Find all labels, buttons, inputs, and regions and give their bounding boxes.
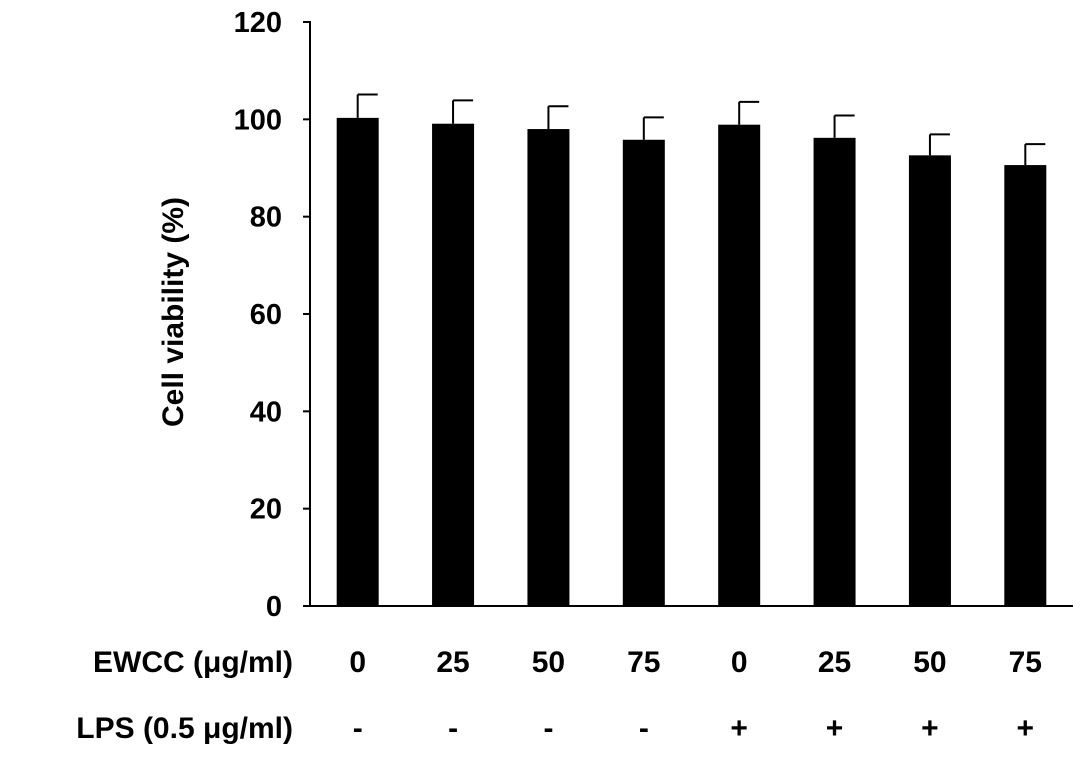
bar — [527, 129, 570, 607]
error-bars — [356, 93, 1046, 166]
category-label: + — [921, 712, 939, 745]
category-label: 50 — [532, 646, 565, 679]
bars — [336, 117, 1047, 607]
category-label: + — [1017, 712, 1035, 745]
category-label: - — [448, 712, 458, 745]
bar — [908, 155, 951, 606]
row-label: LPS (0.5 μg/ml) — [76, 712, 293, 745]
category-label: 0 — [731, 646, 748, 679]
category-label: 25 — [436, 646, 469, 679]
y-tick-label: 80 — [250, 202, 282, 234]
y-tick-label: 60 — [250, 299, 282, 331]
axes — [309, 21, 1073, 607]
bar — [1004, 165, 1047, 606]
y-tick-label: 0 — [266, 591, 282, 623]
category-label: - — [353, 712, 363, 745]
y-tick-label: 40 — [250, 396, 282, 428]
category-rows: EWCC (μg/ml) 0 25 50 75 0 25 50 75 LPS (0.5 μg/ml… — [76, 646, 1042, 745]
bar — [432, 123, 475, 607]
category-label: - — [639, 712, 649, 745]
category-label: 75 — [627, 646, 660, 679]
y-axis-label: Cell viability (%) — [157, 197, 190, 427]
category-label: 25 — [818, 646, 851, 679]
bar — [718, 124, 761, 606]
category-label: 0 — [349, 646, 366, 679]
y-ticks: 0 20 40 60 80 100 120 — [234, 7, 310, 623]
row-label: EWCC (μg/ml) — [93, 646, 293, 679]
category-label: 75 — [1009, 646, 1042, 679]
category-label: - — [543, 712, 553, 745]
y-tick-label: 20 — [250, 494, 282, 526]
bar — [622, 139, 665, 607]
y-tick-label: 120 — [234, 7, 282, 39]
category-label: + — [730, 712, 748, 745]
y-tick-label: 100 — [234, 104, 282, 136]
bar — [336, 117, 379, 606]
category-label: 50 — [913, 646, 946, 679]
bar — [813, 137, 856, 606]
category-label: + — [826, 712, 844, 745]
